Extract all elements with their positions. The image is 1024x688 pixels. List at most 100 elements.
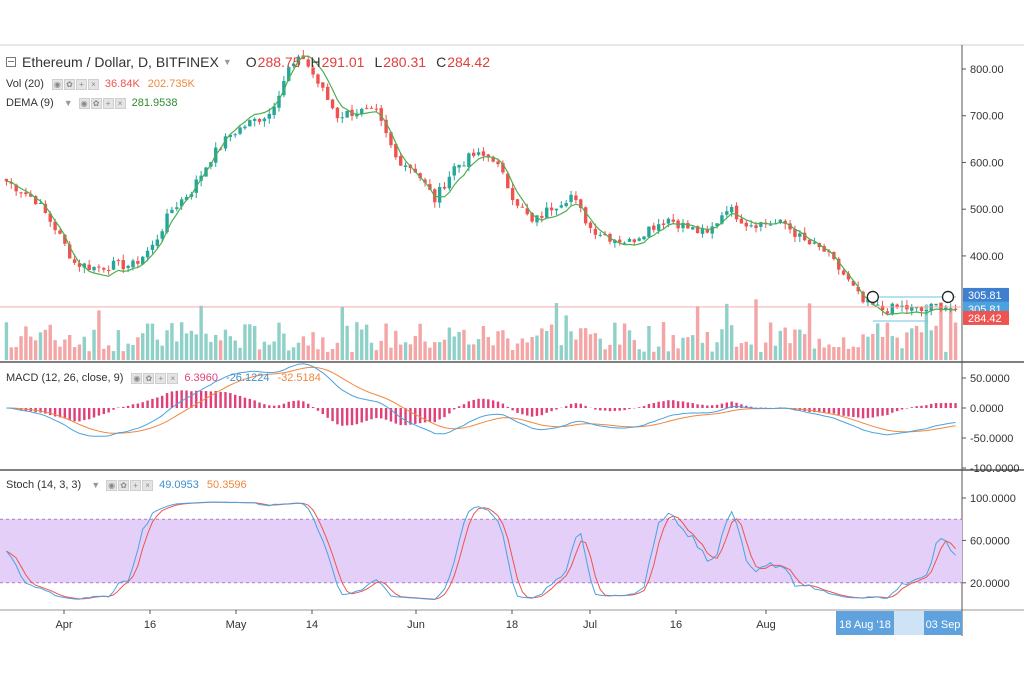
volume-bar [233,340,237,360]
volume-bar [574,339,578,360]
candle-body [272,106,276,115]
macd-hist-value: 6.3960 [184,372,219,384]
macd-buttons: ◉ ✿ + × [131,372,179,384]
volume-bar [14,346,18,360]
candle-body [530,212,534,222]
eye-icon[interactable]: ◉ [106,479,118,491]
chevron-down-icon[interactable]: ▼ [91,480,101,490]
plus-icon[interactable]: + [102,97,114,109]
gear-icon[interactable]: ✿ [63,78,75,90]
candle-body [72,259,77,263]
volume-bar [267,344,271,360]
volume-bar [63,339,67,360]
volume-bar [97,310,101,360]
volume-bar [875,323,880,360]
chevron-down-icon[interactable]: ▼ [63,98,73,108]
volume-bar [43,329,48,360]
volume-bar [496,331,500,360]
close-icon[interactable]: × [142,479,154,491]
gear-icon[interactable]: ✿ [118,479,130,491]
volume-bar [827,344,831,360]
symbol-title[interactable]: Ethereum / Dollar, D, BITFINEX [22,54,219,70]
dema-name[interactable]: DEMA (9) [6,97,54,109]
candle-body [656,224,661,231]
gear-icon[interactable]: ✿ [143,372,155,384]
candle-body [330,99,335,109]
candle-body [535,215,539,223]
volume-bar [734,346,739,360]
volume-bar [4,322,9,360]
volume-bar [715,342,719,360]
eye-icon[interactable]: ◉ [51,78,63,90]
ohlc-open-value: 288.75 [257,54,301,70]
close-icon[interactable]: × [114,97,126,109]
vol-name[interactable]: Vol (20) [6,78,44,90]
candle-body [126,265,130,268]
volume-bar [807,303,812,360]
volume-bar [301,336,306,360]
ohlc-high-key: H [310,54,321,70]
candle-body [257,119,262,122]
candle-body [613,239,617,244]
volume-bar [778,330,783,360]
stoch-k-line [6,501,956,601]
chevron-down-icon[interactable]: ▼ [222,57,232,67]
volume-bar [798,329,802,360]
volume-bar [890,336,894,360]
candle-body [885,311,890,314]
candle-body [744,222,748,227]
volume-bar [739,343,744,360]
volume-bar [837,346,841,360]
candle-body [379,108,383,121]
volume-bar [24,326,28,360]
plus-icon[interactable]: + [130,479,142,491]
candle-body [398,156,403,166]
candle-body [501,163,505,173]
candle-body [29,194,33,197]
candle-body [360,108,364,115]
time-tick-label: May [226,619,247,631]
volume-bar [155,339,160,360]
eye-icon[interactable]: ◉ [131,372,143,384]
close-icon[interactable]: × [167,372,179,384]
candle-body [579,199,583,209]
candle-body [340,117,344,119]
volume-bar [861,334,865,360]
time-tick-label: 16 [670,619,682,631]
volume-bar [325,351,330,360]
volume-bar [788,343,792,360]
header-legend: Ethereum / Dollar, D, BITFINEX ▼ O 288.75… [6,55,490,69]
volume-bar [413,336,417,360]
volume-bar [345,325,349,360]
candle-body [175,207,179,209]
candle-body [846,273,851,280]
collapse-icon[interactable] [6,57,16,67]
volume-bar [170,323,174,360]
candle-body [919,306,924,312]
volume-bar [189,330,194,360]
volume-bar [506,338,510,360]
candle-body [851,280,856,286]
volume-bar [262,341,267,360]
candle-body [155,239,160,246]
candle-body [807,239,812,245]
plus-icon[interactable]: + [155,372,167,384]
candle-body [822,246,826,252]
volume-bar [394,330,398,360]
eye-icon[interactable]: ◉ [78,97,90,109]
candle-body [686,222,690,229]
close-icon[interactable]: × [87,78,99,90]
plus-icon[interactable]: + [75,78,87,90]
macd-name[interactable]: MACD (12, 26, close, 9) [6,372,124,384]
candle-body [33,196,38,205]
stoch-name[interactable]: Stoch (14, 3, 3) [6,479,82,491]
candle-body [793,228,797,237]
candle-body [77,263,82,267]
gear-icon[interactable]: ✿ [90,97,102,109]
candle-body [301,55,306,60]
candle-body [452,166,456,176]
candle-body [82,263,87,268]
volume-bar [583,328,588,360]
candle-body [545,207,549,218]
